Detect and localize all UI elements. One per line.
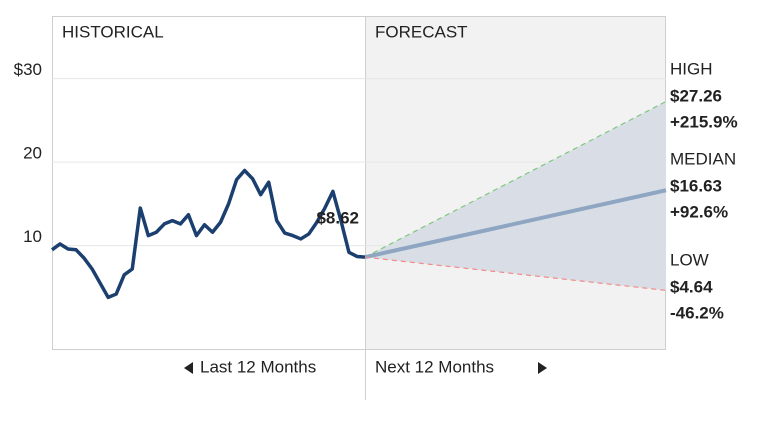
forecast-change: +215.9% <box>670 112 738 131</box>
forecast-band <box>365 101 666 291</box>
section-label: FORECAST <box>375 22 468 41</box>
forecast-name: MEDIAN <box>670 149 736 168</box>
forecast-value: $27.26 <box>670 86 722 105</box>
forecast-line <box>364 256 667 291</box>
forecast-value: $16.63 <box>670 176 722 195</box>
arrow-right <box>538 362 547 374</box>
forecast-line <box>364 188 667 260</box>
section-label: HISTORICAL <box>62 22 164 41</box>
y-tick-label: $30 <box>14 60 42 79</box>
x-label: Next 12 Months <box>375 357 494 376</box>
forecast-change: +92.6% <box>670 202 728 221</box>
y-tick-label: 20 <box>23 144 42 163</box>
forecast-name: HIGH <box>670 59 713 78</box>
forecast-change: -46.2% <box>670 303 724 322</box>
forecast-line <box>364 100 667 258</box>
forecast-name: LOW <box>670 250 709 269</box>
x-label: Last 12 Months <box>200 357 316 376</box>
price-line <box>50 168 366 300</box>
y-tick-label: 10 <box>23 227 42 246</box>
last-price-label: $8.62 <box>316 209 359 228</box>
forecast-value: $4.64 <box>670 277 713 296</box>
arrow-left <box>184 362 193 374</box>
